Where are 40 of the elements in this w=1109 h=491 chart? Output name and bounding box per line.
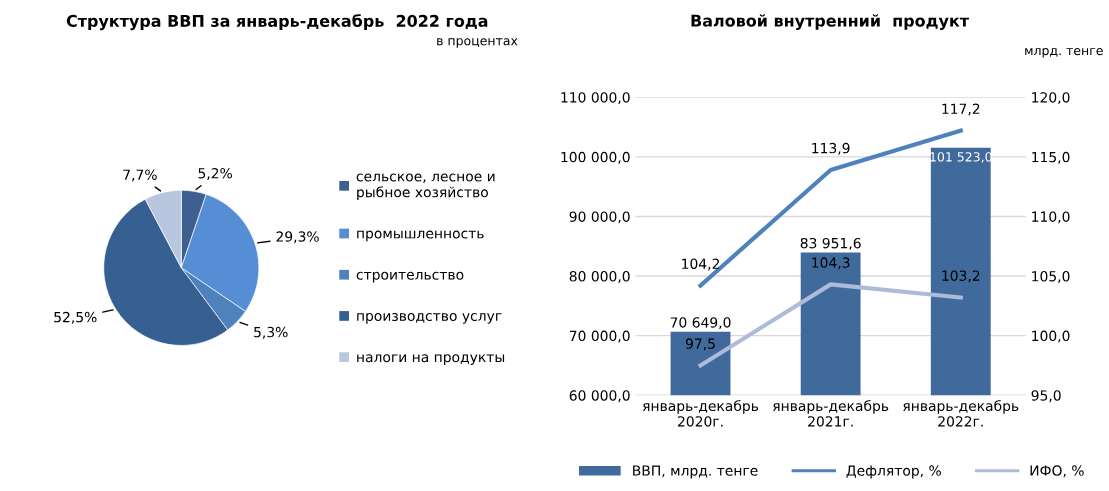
legend-label: промышленность (357, 230, 484, 242)
legend-label: сельское, лесное и рыбное хозяйство (356, 173, 495, 201)
legend-label: ИФО, % (1030, 465, 1084, 478)
x-tick-label: январь-декабрь 2021г. (773, 400, 889, 427)
data-label: 29,3% (276, 231, 319, 244)
x-tick-label: январь-декабрь 2022г. (903, 400, 1019, 427)
y-tick-label: 100 000,0 (561, 151, 630, 164)
y-tick-label: 90 000,0 (569, 211, 630, 224)
y-tick-label: 70 000,0 (569, 330, 630, 343)
text: млрд. тенге (1025, 48, 1103, 58)
data-label: 70 649,0 (670, 317, 731, 330)
data-label: 83 951,6 (800, 237, 861, 250)
data-label: 52,5% (54, 311, 97, 324)
y2-tick-label: 105,0 (1032, 271, 1070, 283)
data-label: 97,5 (685, 338, 715, 351)
y2-tick-label: 115,0 (1032, 151, 1070, 164)
data-label: 103,2 (942, 270, 980, 283)
data-label: 7,7% (123, 169, 157, 182)
data-label: 5,3% (254, 326, 288, 339)
y2-tick-label: 120,0 (1032, 92, 1070, 105)
legend-label: налоги на продукты (357, 354, 505, 365)
y2-tick-label: 110,0 (1032, 211, 1070, 224)
legend-label: Дефлятор, % (846, 465, 941, 479)
y-tick-label: 60 000,0 (569, 390, 630, 403)
data-label: 104,2 (682, 258, 720, 271)
text: в процентах (437, 38, 518, 48)
legend-label: строительство (356, 271, 464, 283)
y2-tick-label: 95,0 (1031, 390, 1061, 403)
legend-label: ВВП, млрд. тенге (633, 465, 758, 479)
data-label: 113,9 (812, 142, 850, 155)
chart-title: Структура ВВП за январь-декабрь 2022 года (66, 14, 488, 31)
y-tick-label: 80 000,0 (569, 271, 630, 283)
data-label: 5,2% (198, 167, 232, 180)
legend-label: производство услуг (357, 313, 502, 324)
y-tick-label: 110 000,0 (561, 92, 630, 105)
data-label: 104,3 (812, 257, 850, 270)
data-label: 117,2 (942, 103, 980, 116)
x-tick-label: январь-декабрь 2020г. (642, 400, 759, 427)
chart-title: Валовой внутренний продукт (691, 14, 969, 30)
y2-tick-label: 100,0 (1032, 330, 1070, 343)
